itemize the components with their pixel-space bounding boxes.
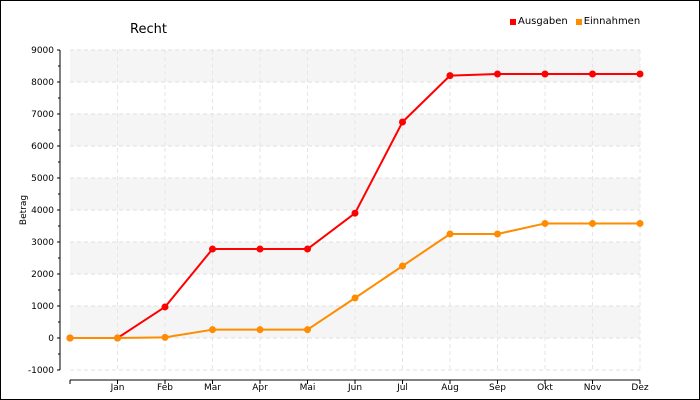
- data-point-einnahmen: [446, 230, 454, 238]
- data-point-ausgaben: [256, 245, 264, 253]
- x-tick-label: Aug: [441, 383, 459, 393]
- x-tick-label: Mar: [204, 383, 221, 393]
- data-point-einnahmen: [114, 334, 121, 342]
- data-point-ausgaben: [541, 70, 549, 78]
- data-point-ausgaben: [494, 70, 501, 78]
- chart-legend: Ausgaben Einnahmen: [510, 16, 640, 27]
- x-tick-label: Jan: [110, 383, 125, 393]
- y-tick-label: 9000: [31, 46, 54, 56]
- x-tick-label: Okt: [537, 383, 553, 393]
- legend-label-ausgaben: Ausgaben: [518, 16, 568, 27]
- x-tick-label: Jun: [347, 383, 362, 393]
- data-point-ausgaben: [446, 72, 454, 80]
- x-tick-label: Jul: [396, 383, 408, 393]
- data-point-einnahmen: [351, 294, 359, 302]
- x-tick-label: Mai: [300, 383, 316, 393]
- data-point-ausgaben: [209, 245, 216, 253]
- legend-swatch-einnahmen: [575, 18, 582, 25]
- data-point-einnahmen: [399, 262, 406, 270]
- y-tick-label: 6000: [31, 142, 54, 152]
- data-point-einnahmen: [209, 326, 216, 334]
- legend-item-einnahmen: Einnahmen: [575, 16, 641, 27]
- y-tick-label: 5000: [31, 174, 54, 184]
- data-point-einnahmen: [494, 230, 501, 238]
- y-tick-label: 8000: [31, 78, 54, 88]
- x-tick-label: Feb: [157, 383, 173, 393]
- data-point-einnahmen: [304, 326, 311, 334]
- data-point-einnahmen: [66, 334, 74, 342]
- legend-item-ausgaben: Ausgaben: [510, 16, 568, 27]
- x-tick-label: Nov: [584, 383, 602, 393]
- y-axis-label: Betrag: [19, 195, 29, 225]
- data-point-ausgaben: [636, 70, 644, 78]
- chart-title: Recht: [130, 22, 167, 37]
- data-point-einnahmen: [256, 326, 264, 334]
- data-point-einnahmen: [636, 219, 644, 227]
- y-tick-label: 4000: [31, 206, 54, 216]
- x-tick-label: Dez: [631, 383, 648, 393]
- data-point-einnahmen: [541, 219, 549, 227]
- y-tick-label: 1000: [31, 302, 54, 312]
- data-point-ausgaben: [351, 209, 359, 217]
- y-tick-label: 0: [48, 334, 54, 344]
- data-point-ausgaben: [304, 245, 311, 253]
- y-tick-label: -1000: [28, 366, 54, 376]
- y-tick-label: 2000: [31, 270, 54, 280]
- data-point-ausgaben: [399, 118, 406, 126]
- x-tick-label: Apr: [252, 383, 268, 393]
- y-tick-label: 7000: [31, 110, 54, 120]
- data-point-ausgaben: [589, 70, 596, 78]
- data-point-einnahmen: [161, 333, 169, 341]
- legend-label-einnahmen: Einnahmen: [583, 16, 641, 27]
- data-point-einnahmen: [589, 219, 596, 227]
- x-tick-label: Sep: [489, 383, 506, 393]
- y-tick-label: 3000: [31, 238, 54, 248]
- legend-swatch-ausgaben: [510, 18, 516, 25]
- data-point-ausgaben: [161, 303, 169, 311]
